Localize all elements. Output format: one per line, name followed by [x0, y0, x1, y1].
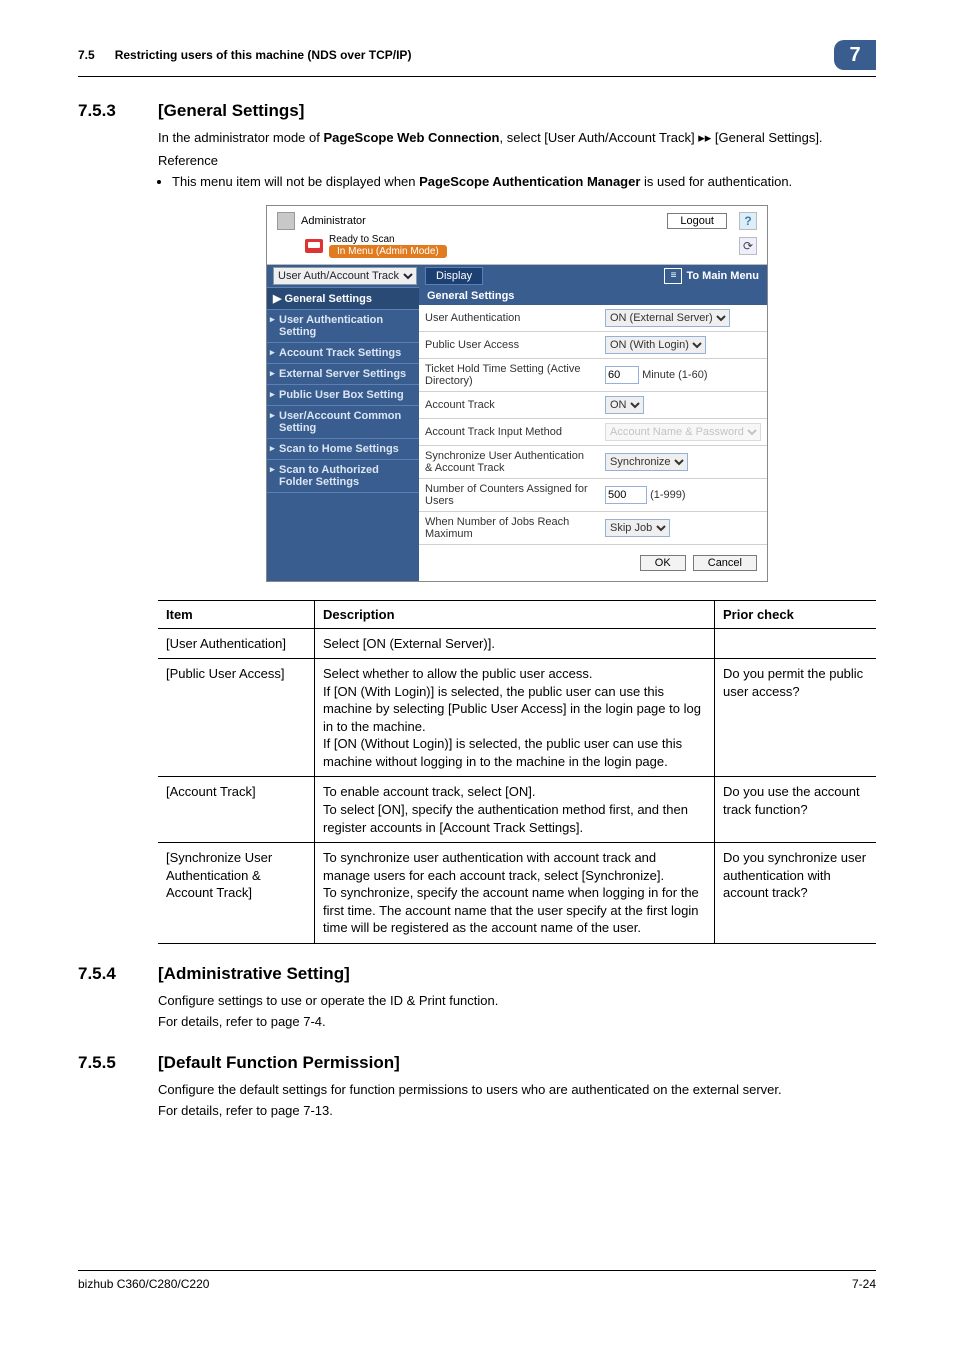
- footer-page: 7-24: [852, 1277, 876, 1291]
- counters-suffix: (1-999): [650, 489, 685, 501]
- status-ready: Ready to Scan: [329, 234, 447, 245]
- cancel-button[interactable]: Cancel: [693, 555, 757, 571]
- section-number: 7.5: [78, 48, 95, 62]
- administrator-icon: [277, 212, 295, 230]
- heading-number: 7.5.5: [78, 1053, 158, 1073]
- prior-cell: Do you use the account track function?: [715, 777, 877, 843]
- to-main-menu-icon: ≡: [664, 268, 682, 284]
- counters-input[interactable]: [605, 486, 647, 504]
- heading-title: [General Settings]: [158, 101, 304, 121]
- item-cell: [Public User Access]: [158, 659, 315, 777]
- section-title: Restricting users of this machine (NDS o…: [115, 48, 412, 62]
- sidebar-item-user-account-common[interactable]: User/Account Common Setting: [267, 406, 419, 439]
- row-label: Account Track: [419, 391, 599, 418]
- paragraph: For details, refer to page 7-13.: [158, 1102, 876, 1120]
- row-label: Public User Access: [419, 331, 599, 358]
- item-cell: [Synchronize User Authentication & Accou…: [158, 843, 315, 944]
- public-user-access-select[interactable]: ON (With Login): [605, 336, 706, 354]
- screenshot-container: Administrator Logout ? Ready to Scan In …: [266, 205, 768, 582]
- display-button[interactable]: Display: [425, 267, 483, 285]
- item-cell: [User Authentication]: [158, 628, 315, 659]
- heading-number: 7.5.3: [78, 101, 158, 121]
- desc-cell: To enable account track, select [ON]. To…: [315, 777, 715, 843]
- printer-icon: [305, 239, 323, 253]
- sidebar-item-external-server[interactable]: External Server Settings: [267, 364, 419, 385]
- prior-cell: Do you synchronize user authentication w…: [715, 843, 877, 944]
- row-label: Number of Counters Assigned for Users: [419, 478, 599, 511]
- sidebar-item-account-track[interactable]: Account Track Settings: [267, 343, 419, 364]
- col-header-item: Item: [158, 600, 315, 628]
- account-track-input-method-select: Account Name & Password: [605, 423, 761, 441]
- ok-button[interactable]: OK: [640, 555, 686, 571]
- account-track-select[interactable]: ON: [605, 396, 644, 414]
- prior-cell: Do you permit the public user access?: [715, 659, 877, 777]
- settings-table: User Authentication ON (External Server)…: [419, 305, 767, 545]
- sidebar-item-scan-authorized[interactable]: Scan to Authorized Folder Settings: [267, 460, 419, 493]
- refresh-icon[interactable]: ⟳: [739, 237, 757, 255]
- intro-paragraph: In the administrator mode of PageScope W…: [158, 129, 876, 148]
- heading-title: [Default Function Permission]: [158, 1053, 400, 1073]
- sidebar-item-user-auth-setting[interactable]: User Authentication Setting: [267, 310, 419, 343]
- row-label: When Number of Jobs Reach Maximum: [419, 511, 599, 544]
- minute-suffix: Minute (1-60): [642, 369, 707, 381]
- item-cell: [Account Track]: [158, 777, 315, 843]
- reference-label: Reference: [158, 152, 876, 170]
- max-jobs-select[interactable]: Skip Job: [605, 519, 670, 537]
- prior-cell: [715, 628, 877, 659]
- sidebar-item-scan-home[interactable]: Scan to Home Settings: [267, 439, 419, 460]
- row-label: Account Track Input Method: [419, 418, 599, 445]
- desc-cell: To synchronize user authentication with …: [315, 843, 715, 944]
- row-label: User Authentication: [419, 305, 599, 332]
- col-header-prior: Prior check: [715, 600, 877, 628]
- panel-title: General Settings: [419, 287, 767, 305]
- mode-badge: In Menu (Admin Mode): [329, 245, 447, 258]
- heading-title: [Administrative Setting]: [158, 964, 350, 984]
- category-dropdown[interactable]: User Auth/Account Track: [273, 267, 417, 285]
- synchronize-select[interactable]: Synchronize: [605, 453, 688, 471]
- to-main-menu-link[interactable]: ≡ To Main Menu: [664, 268, 767, 284]
- desc-cell: Select [ON (External Server)].: [315, 628, 715, 659]
- row-label: Synchronize User Authentication & Accoun…: [419, 445, 599, 478]
- row-label: Ticket Hold Time Setting (Active Directo…: [419, 358, 599, 391]
- heading-number: 7.5.4: [78, 964, 158, 984]
- administrator-label: Administrator: [301, 215, 366, 227]
- user-auth-select[interactable]: ON (External Server): [605, 309, 730, 327]
- reference-bullet: This menu item will not be displayed whe…: [172, 173, 876, 191]
- chapter-number-box: 7: [834, 40, 876, 70]
- paragraph: For details, refer to page 7-4.: [158, 1013, 876, 1031]
- desc-cell: Select whether to allow the public user …: [315, 659, 715, 777]
- help-icon[interactable]: ?: [739, 212, 757, 230]
- paragraph: Configure settings to use or operate the…: [158, 992, 876, 1010]
- sidebar-item-public-user-box[interactable]: Public User Box Setting: [267, 385, 419, 406]
- description-table: Item Description Prior check [User Authe…: [158, 600, 876, 944]
- col-header-description: Description: [315, 600, 715, 628]
- ticket-hold-time-input[interactable]: [605, 366, 639, 384]
- paragraph: Configure the default settings for funct…: [158, 1081, 876, 1099]
- footer-model: bizhub C360/C280/C220: [78, 1277, 209, 1291]
- logout-button[interactable]: Logout: [667, 213, 727, 229]
- sidebar-item-general-settings[interactable]: ▶ General Settings: [267, 287, 419, 310]
